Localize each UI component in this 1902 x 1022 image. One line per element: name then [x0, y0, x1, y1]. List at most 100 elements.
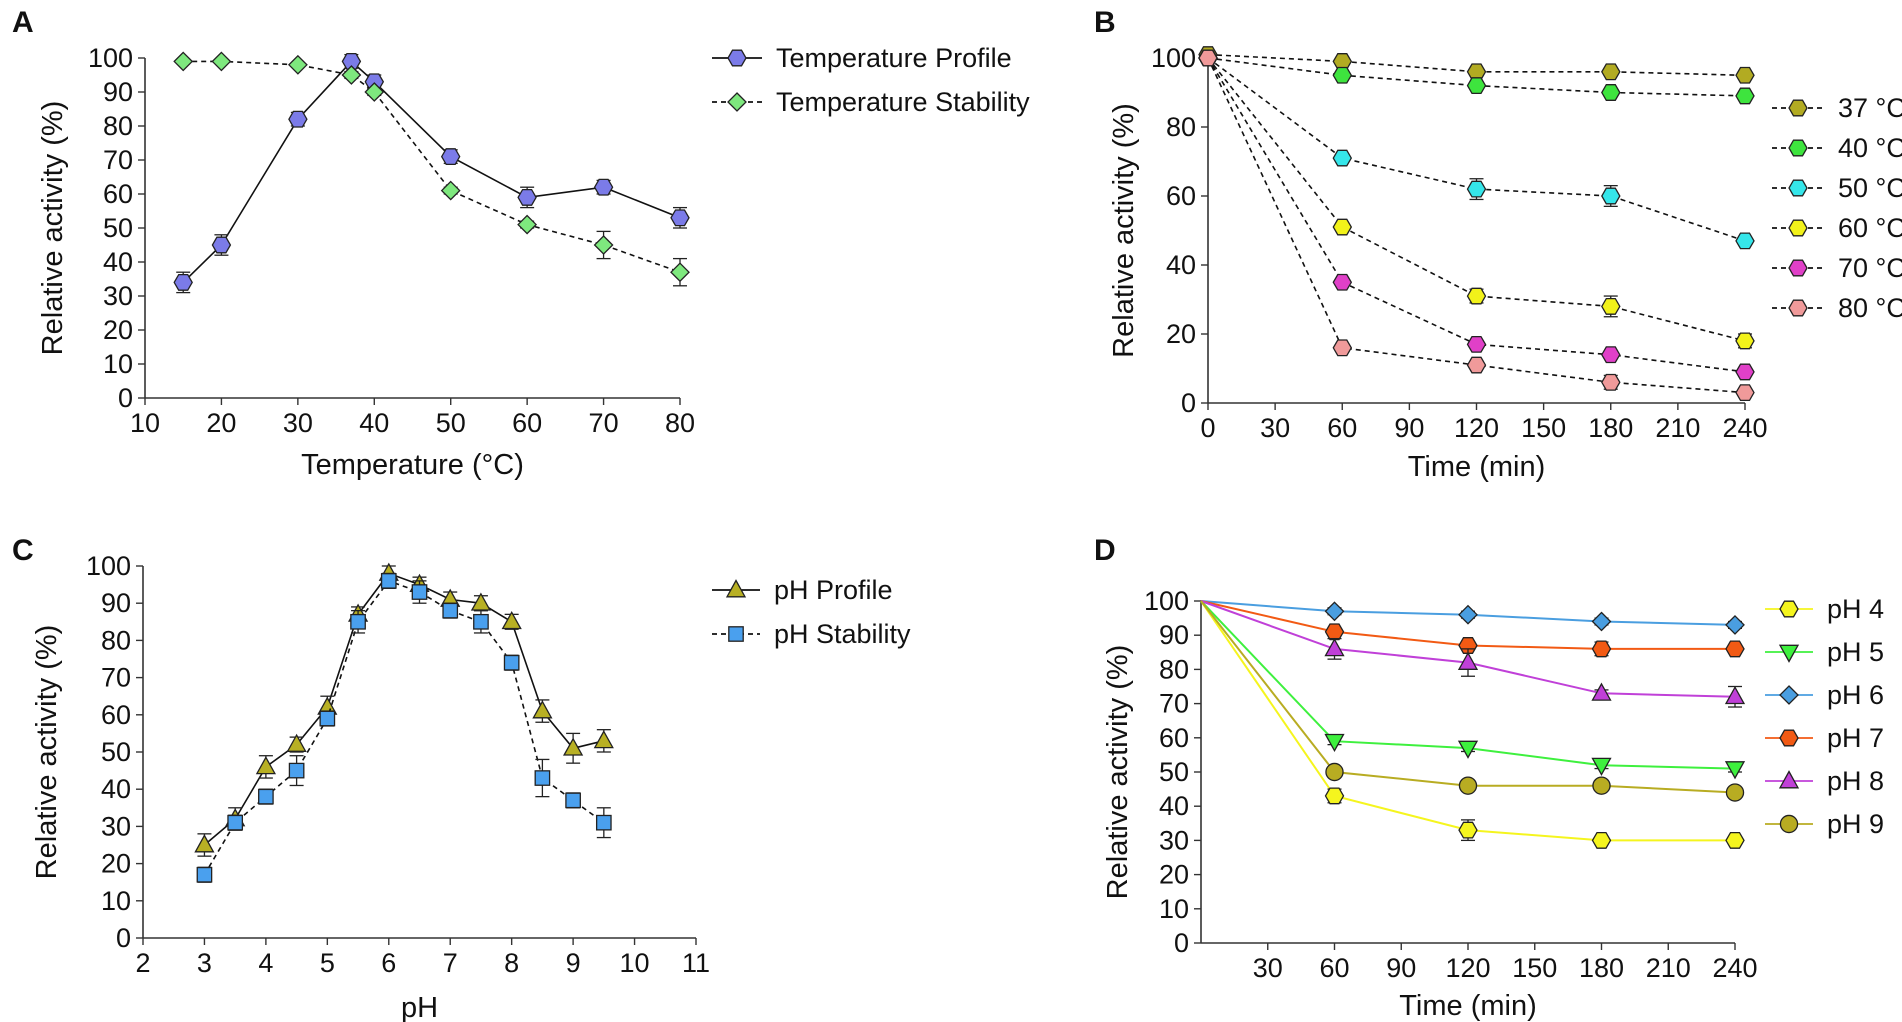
y-tick-label: 40 — [1166, 250, 1196, 280]
x-tick-label: 70 — [589, 408, 619, 438]
y-tick-label: 0 — [118, 383, 133, 413]
series-ph-stability — [196, 572, 612, 883]
x-tick-label: 9 — [566, 948, 581, 978]
y-tick-label: 50 — [103, 213, 133, 243]
data-point — [411, 584, 428, 600]
y-tick-label: 40 — [101, 774, 131, 804]
data-point — [440, 148, 461, 166]
x-tick-label: 30 — [1260, 413, 1290, 443]
y-tick-label: 50 — [1159, 757, 1189, 787]
data-point — [288, 110, 308, 128]
x-axis-title: Temperature (°C) — [301, 449, 524, 481]
y-tick-label: 10 — [101, 886, 131, 916]
data-point — [517, 188, 537, 206]
data-point — [670, 209, 690, 227]
data-point — [196, 866, 213, 883]
legend-label-ph-9: pH 9 — [1827, 809, 1884, 839]
data-point — [1601, 63, 1621, 81]
data-point — [1601, 187, 1621, 205]
y-tick-label: 90 — [103, 77, 133, 107]
data-point — [562, 737, 584, 756]
y-tick-label: 100 — [1144, 586, 1189, 616]
data-point — [593, 730, 614, 749]
y-tick-label: 30 — [101, 811, 131, 841]
y-axis-title: Relative activity (%) — [37, 101, 69, 356]
y-tick-label: 20 — [101, 849, 131, 879]
data-point — [442, 602, 459, 619]
data-point — [501, 610, 522, 630]
y-tick-label: 10 — [103, 349, 133, 379]
panel-label-d: D — [1094, 534, 1116, 567]
data-point — [440, 180, 461, 201]
y-tick-label: 90 — [1159, 620, 1189, 650]
x-axis-title: Time (min) — [1408, 451, 1545, 483]
legend: pH 4 pH 5 pH 6 pH 7 pH 8 pH 9 — [1765, 594, 1884, 839]
series-ph-6 — [1200, 600, 1745, 635]
data-point — [1458, 776, 1478, 795]
x-tick-label: 210 — [1646, 953, 1691, 983]
data-point — [473, 613, 489, 630]
x-tick-label: 10 — [130, 408, 160, 438]
legend-label-37-c: 37 °C — [1838, 93, 1902, 123]
legend-label-ph-7: pH 7 — [1827, 723, 1884, 753]
x-tick-label: 180 — [1588, 413, 1633, 443]
data-point — [1466, 356, 1487, 374]
legend-marker — [1788, 299, 1808, 317]
y-tick-label: 60 — [1166, 181, 1196, 211]
y-tick-label: 20 — [103, 315, 133, 345]
data-point — [227, 814, 244, 831]
x-tick-label: 20 — [206, 408, 236, 438]
panel-d: D 0 10 20 30 40 50 60 70 80 90 100 30 60 90 120 150 180 21… — [1094, 534, 1884, 1022]
y-tick-label: 0 — [1181, 388, 1196, 418]
data-point — [341, 65, 362, 85]
data-point — [670, 262, 690, 283]
series-40-c — [1198, 49, 1755, 105]
x-tick-label: 10 — [620, 948, 650, 978]
data-point — [1591, 611, 1612, 632]
x-tick-label: 150 — [1512, 953, 1557, 983]
x-tick-label: 240 — [1722, 413, 1767, 443]
y-axis-title: Relative activity (%) — [31, 625, 63, 880]
data-point — [1324, 601, 1345, 622]
y-tick-label: 80 — [103, 111, 133, 141]
data-point — [1332, 218, 1353, 236]
x-tick-label: 40 — [359, 408, 389, 438]
y-tick-label: 10 — [1159, 894, 1189, 924]
x-tick-label: 3 — [197, 948, 212, 978]
data-point — [1466, 287, 1487, 305]
y-tick-label: 20 — [1166, 319, 1196, 349]
y-tick-label: 100 — [88, 43, 133, 73]
data-point — [1458, 604, 1478, 625]
data-point — [1332, 273, 1353, 291]
legend-marker — [1779, 729, 1799, 747]
data-point — [1735, 384, 1755, 402]
y-tick-label: 80 — [101, 625, 131, 655]
data-point — [350, 613, 366, 630]
panel-b: B 0 20 40 60 80 100 0 30 60 90 120 150 180 210 240 Time … — [1094, 6, 1902, 483]
data-point — [1735, 87, 1755, 105]
x-tick-label: 120 — [1454, 413, 1499, 443]
x-tick-label: 210 — [1655, 413, 1700, 443]
legend-marker — [1778, 644, 1800, 663]
data-point — [1466, 180, 1487, 198]
y-tick-label: 0 — [116, 923, 131, 953]
y-tick-label: 0 — [1174, 928, 1189, 958]
legend-marker — [1788, 139, 1808, 157]
x-tick-label: 60 — [1319, 953, 1349, 983]
data-point — [173, 51, 194, 72]
data-point — [593, 178, 614, 196]
data-point — [1324, 623, 1345, 641]
series-80-c — [1198, 49, 1755, 402]
x-tick-label: 30 — [283, 408, 313, 438]
y-tick-label: 80 — [1166, 112, 1196, 142]
data-point — [287, 54, 308, 75]
x-tick-label: 6 — [381, 948, 396, 978]
legend-label-ph-4: pH 4 — [1827, 594, 1884, 624]
data-point — [1591, 682, 1612, 701]
data-point — [286, 733, 307, 752]
data-point — [1332, 66, 1353, 84]
series-ph-8 — [1200, 600, 1746, 708]
data-point — [173, 273, 193, 291]
data-point — [1325, 762, 1344, 782]
